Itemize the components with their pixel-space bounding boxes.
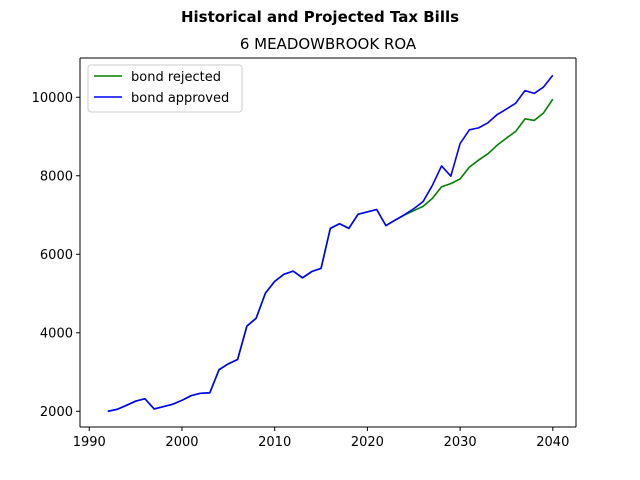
chart-suptitle: Historical and Projected Tax Bills <box>181 8 459 26</box>
x-tick-label: 2000 <box>165 435 198 450</box>
series-line-bond-approved <box>107 74 554 413</box>
y-axis: 2000 4000 6000 8000 10000 <box>32 91 80 420</box>
legend-box <box>87 64 243 113</box>
y-tick-label: 4000 <box>40 326 73 341</box>
legend-label-bond-rejected: bond rejected <box>131 70 221 85</box>
x-tick-label: 2030 <box>444 435 477 450</box>
x-tick-label: 1990 <box>73 435 106 450</box>
x-axis: 1990 2000 2010 2020 2030 2040 <box>73 427 569 450</box>
chart-title: 6 MEADOWBROOK ROA <box>240 35 417 53</box>
y-tick-label: 2000 <box>40 405 73 420</box>
y-tick-label: 8000 <box>40 169 73 184</box>
x-tick-label: 2010 <box>258 435 291 450</box>
plot-frame <box>79 57 577 428</box>
plot-area <box>80 58 576 427</box>
x-tick-label: 2040 <box>536 435 569 450</box>
x-tick-label: 2020 <box>351 435 384 450</box>
y-tick-label: 10000 <box>32 91 73 106</box>
series-layer <box>107 74 554 413</box>
y-tick-label: 6000 <box>40 248 73 263</box>
legend: bond rejected bond approved <box>87 64 243 113</box>
legend-label-bond-approved: bond approved <box>131 91 229 106</box>
